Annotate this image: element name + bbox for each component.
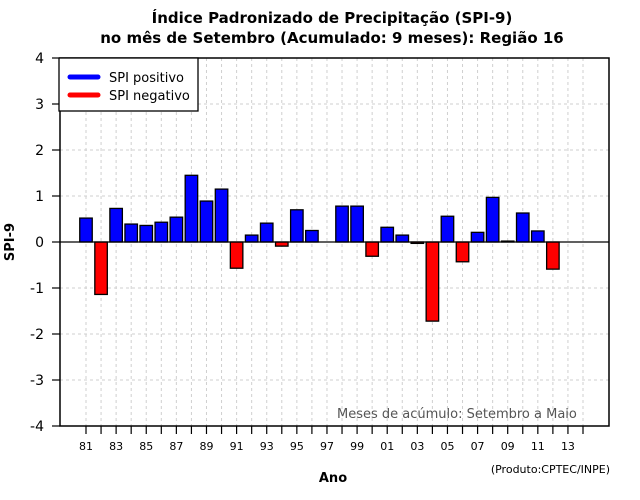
bar-1988 — [184, 174, 199, 243]
bar-1990 — [214, 188, 229, 243]
bar-2010 — [515, 212, 530, 243]
y-axis: -4 -3 -2 -1 0 1 2 3 4 — [30, 51, 60, 435]
legend: SPI positivo SPI negativo — [58, 57, 199, 112]
bar-1986 — [154, 221, 169, 243]
bar-2008 — [485, 196, 500, 243]
x-tick-label: 01 — [380, 440, 394, 453]
bar-2006 — [455, 241, 470, 263]
x-tick-label: 11 — [531, 440, 545, 453]
x-tick-label: 07 — [471, 440, 485, 453]
legend-label-negative: SPI negativo — [109, 89, 190, 104]
x-tick-label: 93 — [260, 440, 274, 453]
bar-1984 — [124, 223, 139, 243]
x-axis: 81 83 85 87 89 91 93 95 97 99 01 03 05 07 09 11 13 — [79, 426, 584, 453]
bar-2012 — [545, 241, 560, 270]
y-tick-label: 2 — [35, 143, 44, 159]
accumulation-note: Meses de acúmulo: Setembro a Maio — [337, 407, 577, 422]
x-tick-label: 13 — [561, 440, 575, 453]
x-tick-label: 81 — [79, 440, 93, 453]
y-tick-label: -2 — [30, 327, 44, 343]
bar-1992 — [244, 234, 259, 243]
y-tick-label: 3 — [35, 97, 44, 113]
bar-2007 — [470, 231, 485, 243]
legend-label-positive: SPI positivo — [109, 71, 184, 86]
bar-1999 — [350, 205, 364, 243]
x-tick-label: 09 — [501, 440, 515, 453]
bars — [79, 174, 560, 322]
bar-1982 — [94, 241, 108, 296]
chart-subtitle: no mês de Setembro (Acumulado: 9 meses):… — [100, 29, 563, 47]
x-tick-label: 87 — [169, 440, 183, 453]
bar-2011 — [530, 230, 545, 243]
bar-1981 — [79, 217, 93, 243]
credit-text: (Produto:CPTEC/INPE) — [491, 463, 610, 476]
bar-1995 — [289, 209, 304, 243]
bar-1989 — [199, 200, 214, 243]
y-tick-label: -4 — [30, 419, 44, 435]
bar-1985 — [139, 224, 154, 243]
bar-2001 — [380, 226, 395, 243]
bar-2000 — [365, 241, 380, 257]
legend-box — [58, 57, 199, 112]
x-tick-label: 85 — [139, 440, 153, 453]
y-tick-label: -1 — [30, 281, 44, 297]
x-axis-label: Ano — [319, 471, 347, 486]
chart-title: Índice Padronizado de Precipitação (SPI-… — [152, 8, 513, 27]
x-tick-label: 95 — [290, 440, 304, 453]
gridlines — [60, 58, 609, 426]
x-tick-label: 05 — [440, 440, 454, 453]
bar-1991 — [229, 241, 244, 269]
bar-2004 — [425, 241, 440, 322]
bar-1987 — [169, 216, 184, 243]
bar-1993 — [259, 222, 274, 243]
bar-1983 — [109, 207, 124, 243]
x-tick-label: 89 — [199, 440, 213, 453]
y-tick-label: 1 — [35, 189, 44, 205]
y-tick-label: 4 — [35, 51, 44, 67]
x-tick-label: 83 — [109, 440, 123, 453]
bar-1998 — [335, 205, 349, 243]
bar-2002 — [395, 234, 410, 243]
x-tick-label: 97 — [320, 440, 334, 453]
y-tick-label: 0 — [35, 235, 44, 251]
bar-1994 — [274, 241, 289, 247]
x-tick-label: 99 — [350, 440, 364, 453]
x-tick-label: 03 — [410, 440, 424, 453]
y-tick-label: -3 — [30, 373, 44, 389]
bar-1996 — [305, 229, 319, 243]
x-tick-label: 91 — [230, 440, 244, 453]
y-axis-label: SPI-9 — [3, 223, 18, 261]
bar-2005 — [440, 215, 455, 243]
